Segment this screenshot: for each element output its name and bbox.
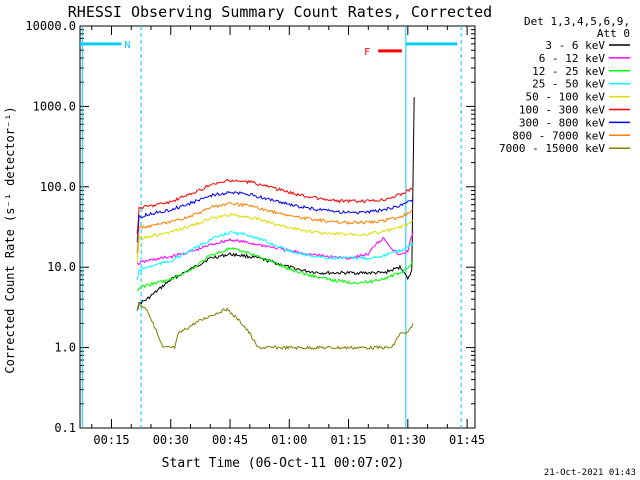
interval-label: F	[364, 47, 370, 58]
legend-header-detectors: Det 1,3,4,5,6,9,	[524, 15, 630, 28]
plot-frame	[79, 25, 476, 429]
chart-title: RHESSI Observing Summary Count Rates, Co…	[68, 3, 492, 21]
series-line	[136, 178, 414, 234]
series-line	[136, 190, 414, 243]
legend-entry-label: 100 - 300 keV	[519, 104, 605, 117]
y-tick-label: 10000.0	[25, 19, 76, 33]
series-line	[136, 231, 414, 281]
x-tick-label: 01:30	[390, 433, 426, 447]
x-tick-label: 00:15	[93, 433, 129, 447]
legend-entry-label: 12 - 25 keV	[532, 65, 605, 78]
legend-entry-label: 25 - 50 keV	[532, 78, 605, 91]
x-tick-label: 00:30	[153, 433, 189, 447]
y-axis-label: Corrected Count Rate (s⁻¹ detector⁻¹)	[3, 106, 17, 373]
legend-entry-label: 50 - 100 keV	[526, 91, 606, 104]
legend-entry-label: 7000 - 15000 keV	[499, 142, 605, 155]
legend-entry-label: 3 - 6 keV	[545, 39, 605, 52]
x-tick-label: 01:15	[330, 433, 366, 447]
legend-entry-label: 6 - 12 keV	[539, 52, 606, 65]
series-line	[136, 201, 414, 254]
series-line	[136, 247, 414, 292]
series-line	[136, 302, 414, 351]
x-tick-label: 00:45	[212, 433, 248, 447]
legend-header-attenuator: Att 0	[597, 27, 630, 40]
y-tick-label: 100.0	[40, 180, 76, 194]
generation-timestamp: 21-Oct-2021 01:43	[544, 468, 636, 478]
x-tick-label: 01:45	[449, 433, 485, 447]
series-line	[136, 212, 414, 262]
y-tick-label: 1.0	[54, 341, 76, 355]
y-tick-label: 0.1	[54, 421, 76, 435]
x-axis-label: Start Time (06-Oct-11 00:07:02)	[162, 456, 405, 471]
y-tick-label: 10.0	[47, 260, 76, 274]
series-line	[136, 231, 414, 266]
legend-entry-label: 300 - 800 keV	[519, 116, 605, 129]
y-tick-label: 1000.0	[33, 99, 76, 113]
x-tick-label: 01:00	[271, 433, 307, 447]
legend-entry-label: 800 - 7000 keV	[512, 129, 605, 142]
plot-area: 10000.0 1000.0 100.0 10.0 1.0 0.1 00:15 00:30 00…	[25, 19, 485, 447]
series-line	[136, 97, 415, 311]
interval-label: N	[124, 40, 130, 51]
